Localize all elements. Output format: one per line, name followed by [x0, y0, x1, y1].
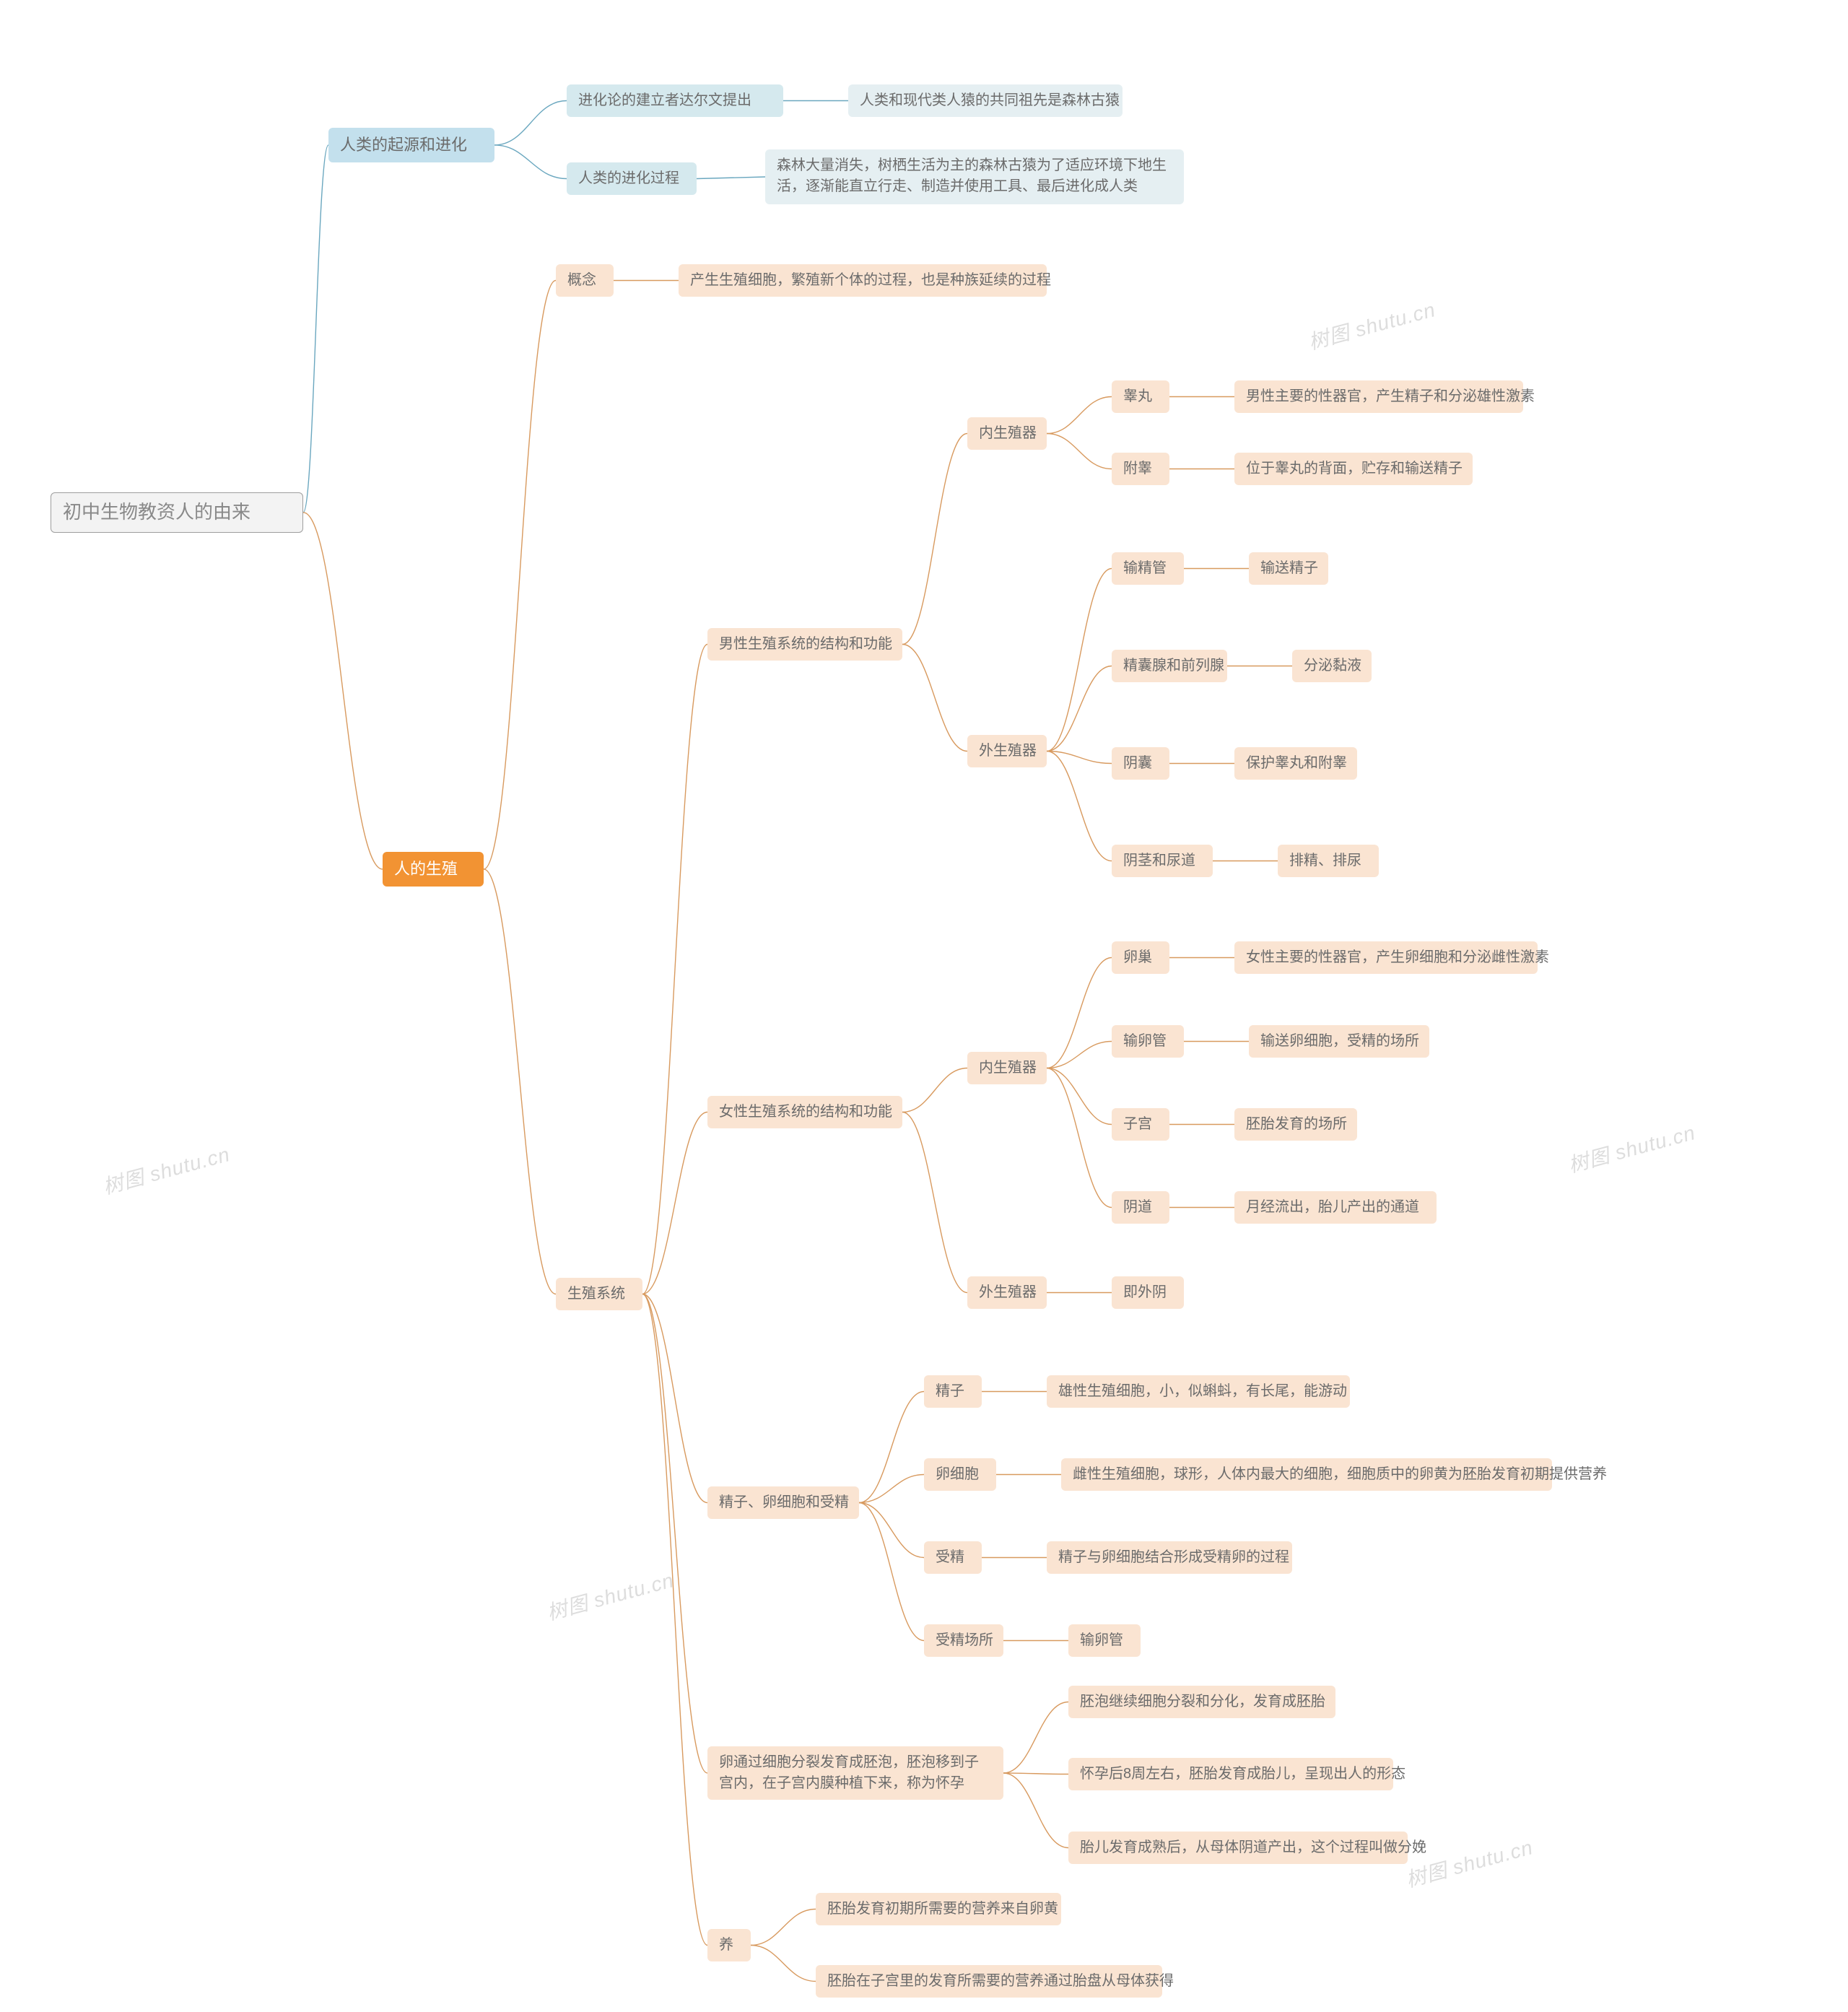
mindmap-node: 男性生殖系统的结构和功能	[707, 628, 902, 661]
mindmap-node: 输卵管	[1068, 1624, 1141, 1657]
mindmap-node: 输卵管	[1112, 1025, 1184, 1058]
mindmap-node: 精子与卵细胞结合形成受精卵的过程	[1047, 1541, 1292, 1574]
mindmap-node: 女性主要的性器官，产生卵细胞和分泌雌性激素	[1234, 941, 1538, 974]
mindmap-node: 输精管	[1112, 552, 1184, 585]
mindmap-node: 受精	[924, 1541, 982, 1574]
mindmap-node: 雄性生殖细胞，小，似蝌蚪，有长尾，能游动	[1047, 1375, 1350, 1408]
mindmap-node: 阴道	[1112, 1191, 1169, 1224]
mindmap-node: 进化论的建立者达尔文提出	[567, 84, 783, 117]
mindmap-node: 人的生殖	[383, 852, 484, 887]
mindmap-node: 卵巢	[1112, 941, 1169, 974]
mindmap-node: 受精场所	[924, 1624, 1003, 1657]
mindmap-node: 内生殖器	[967, 417, 1047, 450]
mindmap-node: 排精、排尿	[1278, 845, 1379, 877]
mindmap-node: 人类的起源和进化	[328, 128, 494, 162]
mindmap-node: 男性主要的性器官，产生精子和分泌雄性激素	[1234, 380, 1523, 413]
mindmap-node: 人类的进化过程	[567, 162, 697, 195]
mindmap-node: 胚泡继续细胞分裂和分化，发育成胚胎	[1068, 1686, 1335, 1718]
mindmap-node: 养	[707, 1929, 751, 1961]
mindmap-node: 外生殖器	[967, 735, 1047, 767]
mindmap-node: 子宫	[1112, 1108, 1169, 1141]
mindmap-node: 位于睾丸的背面，贮存和输送精子	[1234, 453, 1473, 485]
mindmap-node: 外生殖器	[967, 1276, 1047, 1309]
mindmap-node: 附睾	[1112, 453, 1169, 485]
mindmap-node: 输送卵细胞，受精的场所	[1249, 1025, 1429, 1058]
mindmap-node: 精囊腺和前列腺	[1112, 650, 1227, 682]
mindmap-node: 概念	[556, 264, 614, 297]
mindmap-canvas: 树图 shutu.cn树图 shutu.cn树图 shutu.cn树图 shut…	[0, 0, 1848, 2012]
mindmap-node: 卵通过细胞分裂发育成胚泡，胚泡移到子宫内，在子宫内膜种植下来，称为怀孕	[707, 1746, 1003, 1800]
mindmap-node: 即外阴	[1112, 1276, 1184, 1309]
mindmap-node: 输送精子	[1249, 552, 1328, 585]
mindmap-node: 保护睾丸和附睾	[1234, 747, 1357, 780]
mindmap-node: 精子	[924, 1375, 982, 1408]
mindmap-node: 胚胎在子宫里的发育所需要的营养通过胎盘从母体获得	[816, 1965, 1162, 1998]
mindmap-node: 分泌黏液	[1292, 650, 1372, 682]
mindmap-node: 胚胎发育的场所	[1234, 1108, 1357, 1141]
mindmap-node: 阴茎和尿道	[1112, 845, 1213, 877]
mindmap-node: 怀孕后8周左右，胚胎发育成胎儿，呈现出人的形态	[1068, 1758, 1393, 1790]
mindmap-node: 胎儿发育成熟后，从母体阴道产出，这个过程叫做分娩	[1068, 1832, 1408, 1864]
mindmap-node: 胚胎发育初期所需要的营养来自卵黄	[816, 1893, 1061, 1925]
mindmap-node: 月经流出，胎儿产出的通道	[1234, 1191, 1437, 1224]
mindmap-node: 森林大量消失，树栖生活为主的森林古猿为了适应环境下地生活，逐渐能直立行走、制造并…	[765, 149, 1184, 204]
mindmap-node: 女性生殖系统的结构和功能	[707, 1096, 902, 1128]
mindmap-node: 雌性生殖细胞，球形，人体内最大的细胞，细胞质中的卵黄为胚胎发育初期提供营养	[1061, 1458, 1552, 1491]
mindmap-node: 人类和现代类人猿的共同祖先是森林古猿	[848, 84, 1123, 117]
edge-layer	[0, 0, 1848, 2012]
mindmap-node: 内生殖器	[967, 1052, 1047, 1084]
mindmap-node: 精子、卵细胞和受精	[707, 1486, 859, 1519]
mindmap-node: 睾丸	[1112, 380, 1169, 413]
mindmap-node: 生殖系统	[556, 1278, 642, 1310]
mindmap-node: 产生生殖细胞，繁殖新个体的过程，也是种族延续的过程	[679, 264, 1047, 297]
mindmap-node: 阴囊	[1112, 747, 1169, 780]
mindmap-node: 初中生物教资人的由来	[51, 492, 303, 533]
mindmap-node: 卵细胞	[924, 1458, 996, 1491]
